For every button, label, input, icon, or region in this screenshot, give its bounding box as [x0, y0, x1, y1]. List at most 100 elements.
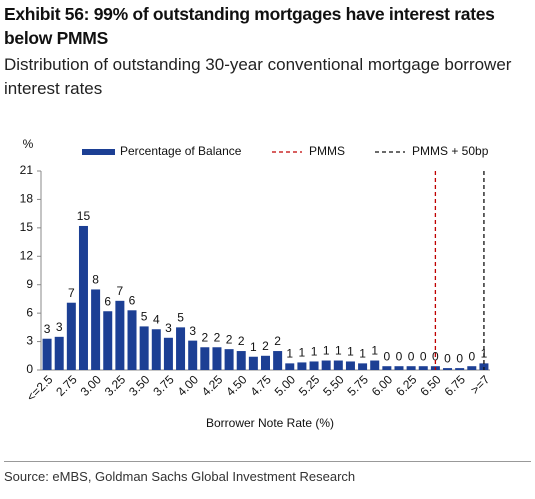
data-label: 1 — [347, 345, 354, 359]
x-tick-label: 5.00 — [272, 372, 299, 399]
y-tick-label: 9 — [26, 277, 33, 291]
data-label: 3 — [165, 321, 172, 335]
bar — [91, 289, 101, 370]
bar — [309, 361, 319, 370]
y-tick-label: 21 — [20, 163, 34, 177]
data-label: 1 — [286, 347, 293, 361]
bar — [103, 311, 113, 370]
bar — [443, 368, 453, 370]
legend-label: PMMS — [309, 144, 345, 158]
bar — [54, 336, 64, 370]
x-tick-label: 6.25 — [393, 372, 420, 399]
data-label: 0 — [456, 351, 463, 365]
data-label: 5 — [177, 311, 184, 325]
bar — [176, 327, 186, 370]
bar — [321, 360, 331, 370]
data-label: 15 — [77, 209, 91, 223]
x-tick-label: 3.00 — [78, 372, 105, 399]
data-label: 1 — [323, 344, 330, 358]
data-label: 2 — [226, 332, 233, 346]
bar — [358, 363, 368, 370]
bar — [273, 351, 283, 370]
x-tick-label: <=2.5 — [24, 372, 56, 404]
y-tick-label: 3 — [26, 334, 33, 348]
y-tick-label: 0 — [26, 362, 33, 376]
x-tick-label: 3.50 — [126, 372, 153, 399]
y-axis-label: % — [23, 137, 34, 151]
data-label: 2 — [214, 330, 221, 344]
bar — [78, 225, 88, 370]
x-tick-label: 6.50 — [417, 372, 444, 399]
bar — [418, 366, 428, 370]
bar — [333, 360, 343, 370]
x-tick-label: 6.75 — [442, 372, 469, 399]
y-tick-label: 6 — [26, 305, 33, 319]
bar — [370, 360, 380, 370]
data-label: 0 — [420, 349, 427, 363]
x-tick-label: 4.25 — [199, 372, 226, 399]
data-label: 7 — [117, 284, 124, 298]
bar — [467, 366, 477, 370]
bar — [139, 326, 149, 370]
data-label: 2 — [262, 339, 269, 353]
bar — [345, 361, 355, 370]
bar — [42, 338, 52, 370]
data-label: 1 — [299, 346, 306, 360]
data-label: 6 — [129, 293, 136, 307]
bar — [115, 300, 125, 370]
x-tick-label: >=7 — [468, 372, 493, 397]
x-tick-label: 2.75 — [53, 372, 80, 399]
bar — [261, 355, 270, 370]
x-tick-label: 5.25 — [296, 372, 323, 399]
bar — [285, 363, 295, 370]
chart-subtitle: Distribution of outstanding 30-year conv… — [4, 55, 512, 98]
bar — [394, 366, 404, 370]
data-label: 6 — [104, 294, 111, 308]
legend-swatch — [82, 149, 115, 155]
data-label: 7 — [68, 286, 75, 300]
legend-label: PMMS + 50bp — [412, 144, 489, 158]
bar — [151, 329, 161, 370]
data-label: 0 — [408, 349, 415, 363]
data-label: 3 — [56, 320, 63, 334]
data-label: 1 — [250, 340, 257, 354]
x-tick-label: 4.50 — [223, 372, 250, 399]
data-label: 0 — [396, 349, 403, 363]
bar — [200, 347, 210, 370]
data-label: 4 — [153, 312, 160, 326]
data-label: 0 — [444, 351, 451, 365]
bar — [66, 302, 76, 370]
bar — [127, 310, 137, 370]
data-label: 8 — [92, 273, 99, 287]
x-tick-label: 3.25 — [102, 372, 129, 399]
y-tick-label: 15 — [20, 220, 34, 234]
x-tick-label: 6.00 — [369, 372, 396, 399]
data-label: 0 — [384, 349, 391, 363]
data-label: 1 — [335, 344, 342, 358]
data-label: 2 — [238, 334, 245, 348]
bar — [297, 362, 307, 370]
x-tick-label: 5.75 — [345, 372, 372, 399]
source-rule — [4, 461, 531, 462]
data-label: 2 — [274, 334, 281, 348]
bar — [163, 337, 173, 370]
bar — [479, 363, 489, 370]
x-tick-label: 4.00 — [175, 372, 202, 399]
legend-label: Percentage of Balance — [120, 144, 242, 158]
x-tick-label: 5.50 — [320, 372, 347, 399]
x-tick-label: 4.75 — [247, 372, 274, 399]
data-label: 0 — [468, 349, 475, 363]
data-label: 5 — [141, 310, 148, 324]
chart-title: Exhibit 56: 99% of outstanding mortgages… — [4, 4, 495, 48]
bar — [382, 366, 392, 370]
x-axis-label: Borrower Note Rate (%) — [206, 416, 334, 430]
y-tick-label: 18 — [20, 192, 34, 206]
bar — [455, 368, 465, 370]
bar — [248, 356, 258, 370]
data-label: 1 — [371, 344, 378, 358]
y-tick-label: 12 — [20, 248, 34, 262]
data-label: 3 — [189, 324, 196, 338]
bar — [212, 347, 222, 370]
